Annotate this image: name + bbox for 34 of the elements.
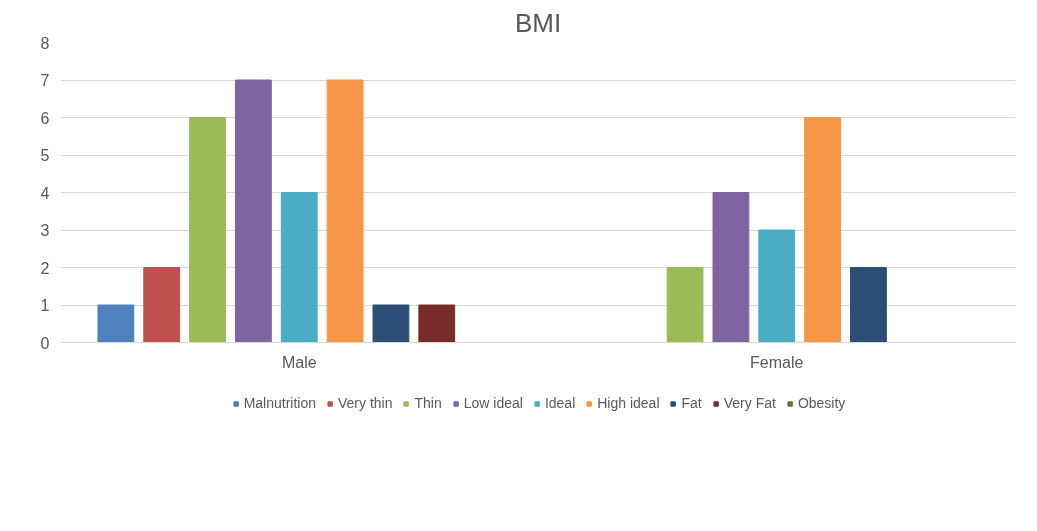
- y-tick-label: 6: [40, 109, 50, 127]
- bar: [372, 304, 410, 343]
- y-tick-label: 2: [40, 259, 50, 277]
- bar: [326, 79, 364, 343]
- y-tick-label: 4: [40, 184, 50, 202]
- legend-label: Ideal: [544, 395, 576, 411]
- y-tick-label: 8: [40, 34, 50, 52]
- y-tick-label: 5: [40, 147, 50, 164]
- y-tick-label: 3: [40, 222, 50, 239]
- bar: [189, 117, 226, 343]
- bar: [804, 117, 841, 343]
- legend-label: Thin: [414, 395, 442, 411]
- y-tick-label: 7: [40, 72, 50, 89]
- bar: [666, 267, 704, 343]
- y-tick-label: 0: [40, 334, 50, 352]
- legend-label: Fat: [681, 395, 702, 411]
- y-tick-label: 1: [40, 297, 50, 314]
- bar: [712, 192, 750, 343]
- bar: [418, 304, 456, 343]
- legend-label: Malnutrition: [243, 395, 317, 411]
- legend-label: Low ideal: [463, 395, 523, 411]
- legend-label: Very thin: [338, 395, 393, 411]
- legend-label: High ideal: [597, 395, 660, 411]
- legend-label: Very Fat: [723, 395, 776, 411]
- bar: [850, 267, 887, 343]
- bar: [758, 229, 796, 343]
- bar: [143, 267, 181, 343]
- bar: [97, 304, 135, 343]
- x-tick-label: Female: [750, 353, 804, 371]
- x-tick-label: Male: [281, 353, 317, 371]
- bar: [235, 79, 272, 343]
- chart-title: BMI: [514, 7, 562, 38]
- legend-label: Obesity: [797, 395, 846, 411]
- bar: [280, 192, 318, 343]
